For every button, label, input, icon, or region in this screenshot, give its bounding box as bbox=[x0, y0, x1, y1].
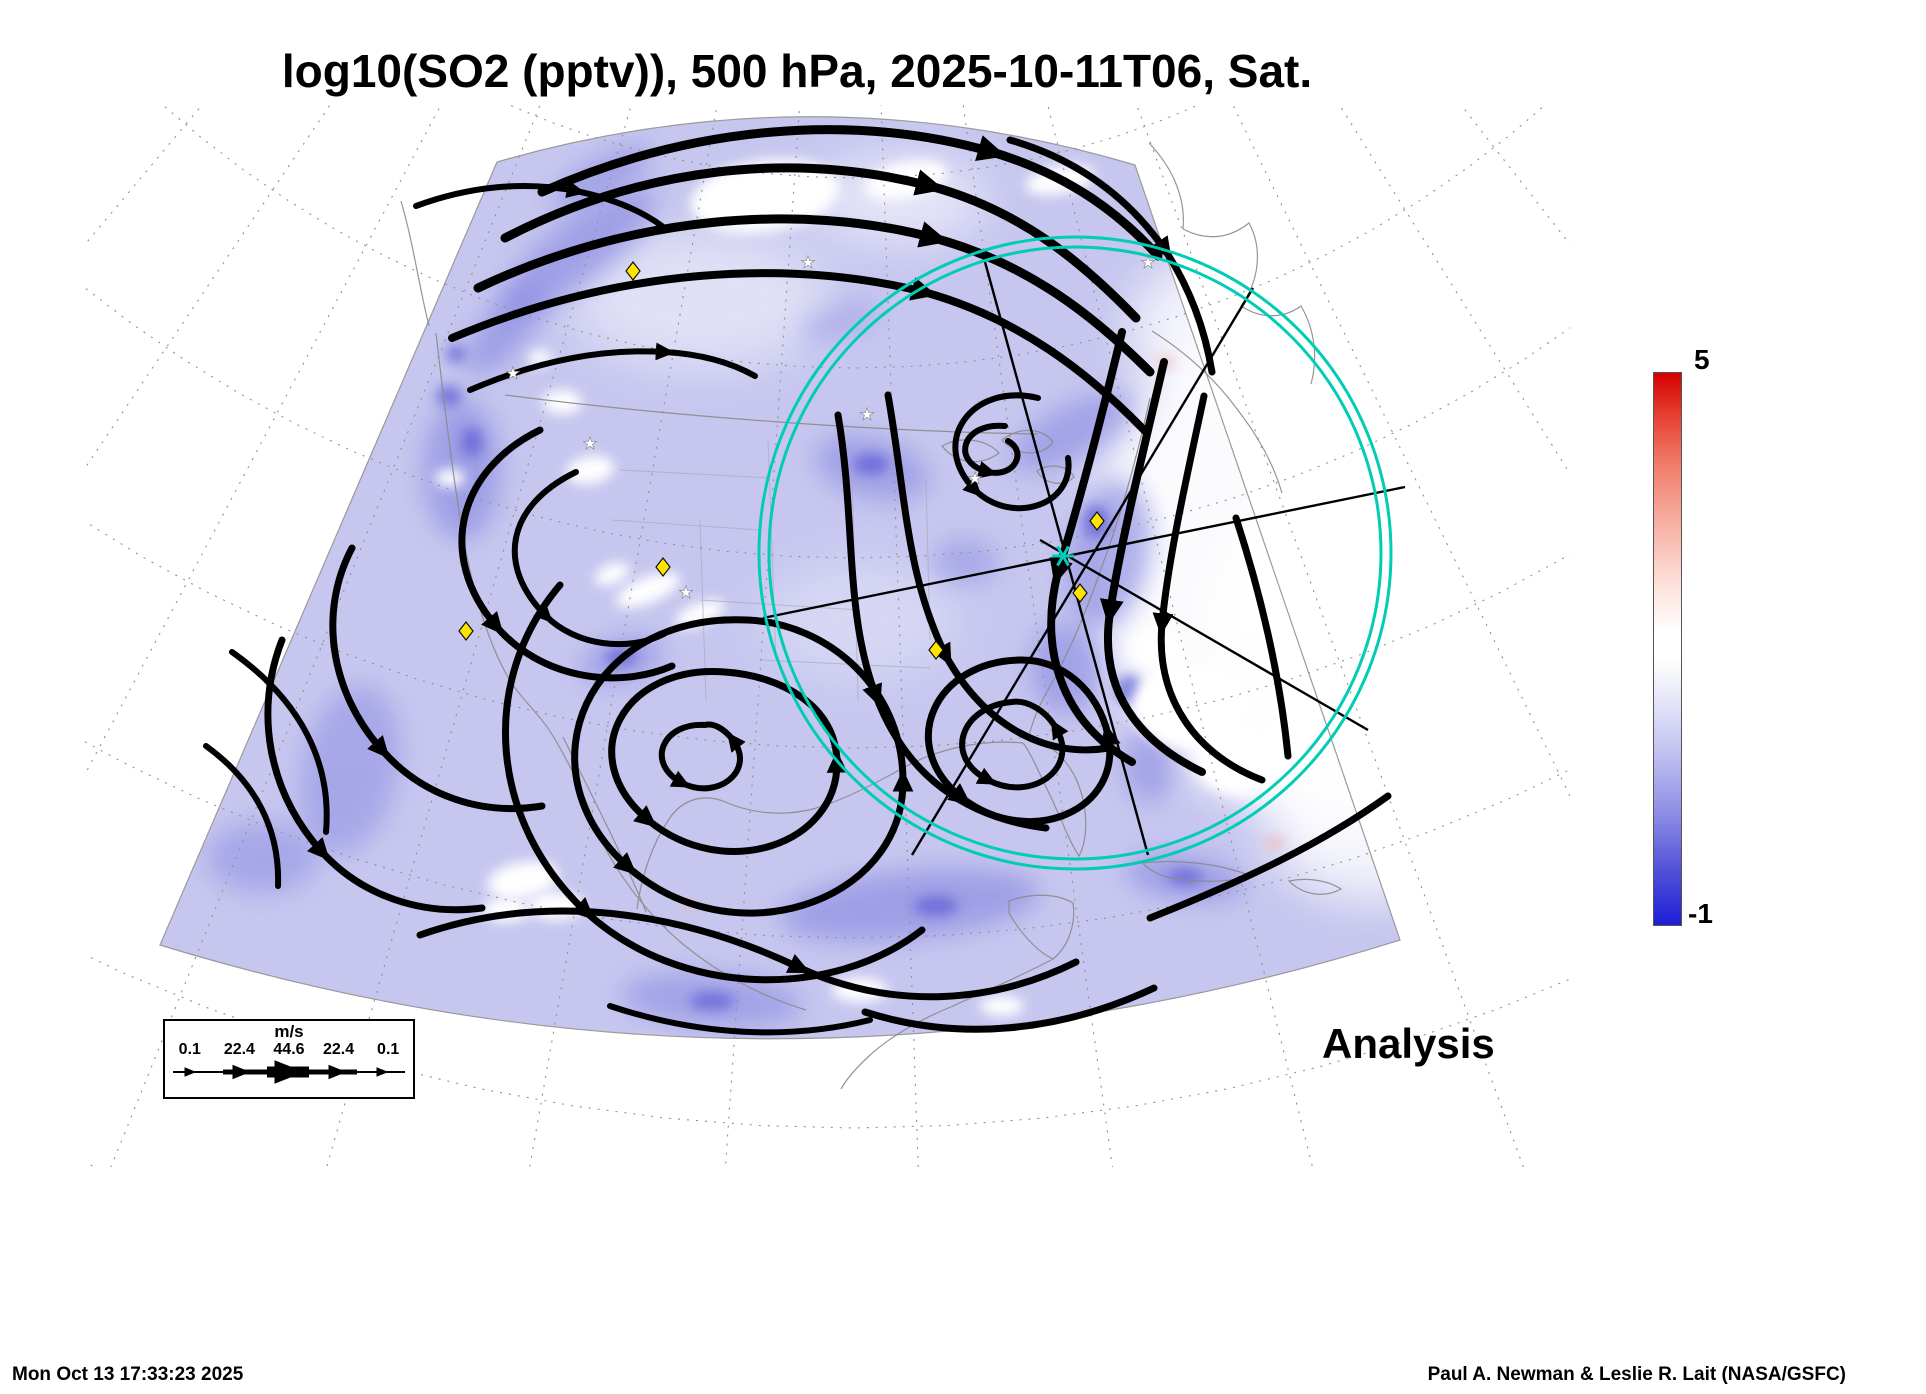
state-border bbox=[619, 469, 771, 479]
coastline bbox=[1287, 878, 1343, 895]
graticule-line bbox=[529, 105, 718, 1167]
analysis-label: Analysis bbox=[1322, 1020, 1495, 1067]
coastline bbox=[1008, 894, 1075, 960]
range-ring-layer bbox=[757, 235, 1393, 871]
streamline bbox=[329, 544, 546, 812]
coastline bbox=[840, 958, 1054, 1090]
streamline bbox=[1006, 136, 1216, 376]
streamline bbox=[416, 907, 1080, 1001]
streamline bbox=[861, 984, 1158, 1033]
graticule-line bbox=[962, 105, 1114, 1167]
site-marker-diamond bbox=[655, 557, 671, 577]
streamline bbox=[458, 426, 676, 682]
streamline bbox=[1232, 514, 1292, 760]
city-star-marker: ★ bbox=[678, 583, 693, 603]
wind-tick-label: 22.4 bbox=[223, 1041, 255, 1058]
coastline bbox=[1036, 465, 1075, 484]
coastline bbox=[1151, 330, 1283, 494]
wind-tick-label: 22.4 bbox=[323, 1041, 355, 1058]
streamline bbox=[952, 392, 1072, 512]
plot-title: log10(SO2 (pptv)), 500 hPa, 2025-10-11T0… bbox=[281, 45, 1313, 97]
streamline bbox=[500, 163, 1141, 323]
colorbar bbox=[1653, 372, 1682, 926]
streamline bbox=[924, 656, 1121, 825]
footer-credit: Paul A. Newman & Leslie R. Lait (NASA/GS… bbox=[1427, 1364, 1846, 1385]
range-ring-circle bbox=[767, 245, 1383, 861]
graticule-line bbox=[880, 105, 919, 1167]
streamline bbox=[1047, 328, 1136, 766]
streamline bbox=[607, 1003, 873, 1036]
wind-legend-units: m/s bbox=[274, 1022, 304, 1041]
ring-center-mark bbox=[1056, 545, 1070, 567]
streamlines-layer bbox=[203, 125, 1392, 1036]
site-markers-layer bbox=[458, 261, 1105, 660]
graticule-line bbox=[326, 105, 632, 1167]
graticule-line bbox=[162, 105, 1546, 369]
coastline bbox=[1028, 397, 1151, 737]
coastline bbox=[1148, 142, 1316, 385]
colorbar-max-label: 5 bbox=[1694, 344, 1710, 375]
wind-speed-legend: m/s 0.1 22.4 44.6 22.4 0.1 bbox=[163, 1019, 415, 1099]
streamline bbox=[264, 636, 486, 914]
ground-track-line bbox=[910, 287, 1255, 856]
site-marker-diamond bbox=[1072, 583, 1088, 603]
streamline bbox=[473, 214, 1155, 377]
city-stars-layer: ★ ★ ★ ★ ★ ★ ★ bbox=[505, 253, 1156, 604]
streamline bbox=[229, 649, 330, 835]
city-star-marker: ★ bbox=[1140, 253, 1155, 273]
ground-track-line bbox=[762, 485, 1406, 620]
wind-tick-label: 44.6 bbox=[273, 1041, 305, 1058]
streamline bbox=[1152, 392, 1266, 784]
streamline bbox=[537, 125, 1163, 261]
ground-track-line bbox=[1039, 538, 1369, 732]
city-star-marker: ★ bbox=[859, 405, 874, 425]
streamline bbox=[203, 743, 282, 889]
wind-tick-label: 0.1 bbox=[377, 1041, 400, 1058]
graticule-line bbox=[1047, 105, 1314, 1167]
coastline bbox=[435, 332, 602, 841]
streamline bbox=[1099, 358, 1206, 776]
streamline bbox=[1146, 792, 1392, 922]
wind-tick-label: 0.1 bbox=[178, 1041, 201, 1058]
coastline bbox=[1141, 860, 1251, 882]
streamline bbox=[962, 422, 1021, 479]
site-marker-diamond bbox=[928, 640, 944, 660]
state-border bbox=[611, 519, 761, 531]
site-marker-diamond bbox=[458, 621, 474, 641]
wind-legend-ticks: 0.1 22.4 44.6 22.4 0.1 bbox=[165, 1041, 413, 1059]
wind-scale-arrow bbox=[173, 1060, 405, 1084]
range-ring-circle bbox=[757, 235, 1393, 871]
footer-timestamp: Mon Oct 13 17:33:23 2025 bbox=[12, 1364, 244, 1385]
colorbar-min-label: -1 bbox=[1688, 898, 1713, 929]
ground-track-line bbox=[983, 261, 1150, 856]
city-star-marker: ★ bbox=[967, 469, 982, 489]
streamline bbox=[448, 269, 1150, 436]
city-star-marker: ★ bbox=[582, 434, 597, 454]
site-marker-diamond bbox=[625, 261, 641, 281]
graticule-line bbox=[85, 741, 1570, 939]
city-star-marker: ★ bbox=[800, 253, 815, 273]
state-border bbox=[699, 599, 861, 611]
site-marker-diamond bbox=[1089, 511, 1105, 531]
streamline bbox=[413, 180, 665, 229]
city-star-marker: ★ bbox=[505, 364, 520, 384]
streamline bbox=[467, 342, 758, 393]
coastline bbox=[400, 200, 430, 327]
graticule-line bbox=[724, 105, 801, 1167]
map-boundary bbox=[159, 116, 1401, 1040]
ground-tracks-layer bbox=[762, 261, 1406, 856]
